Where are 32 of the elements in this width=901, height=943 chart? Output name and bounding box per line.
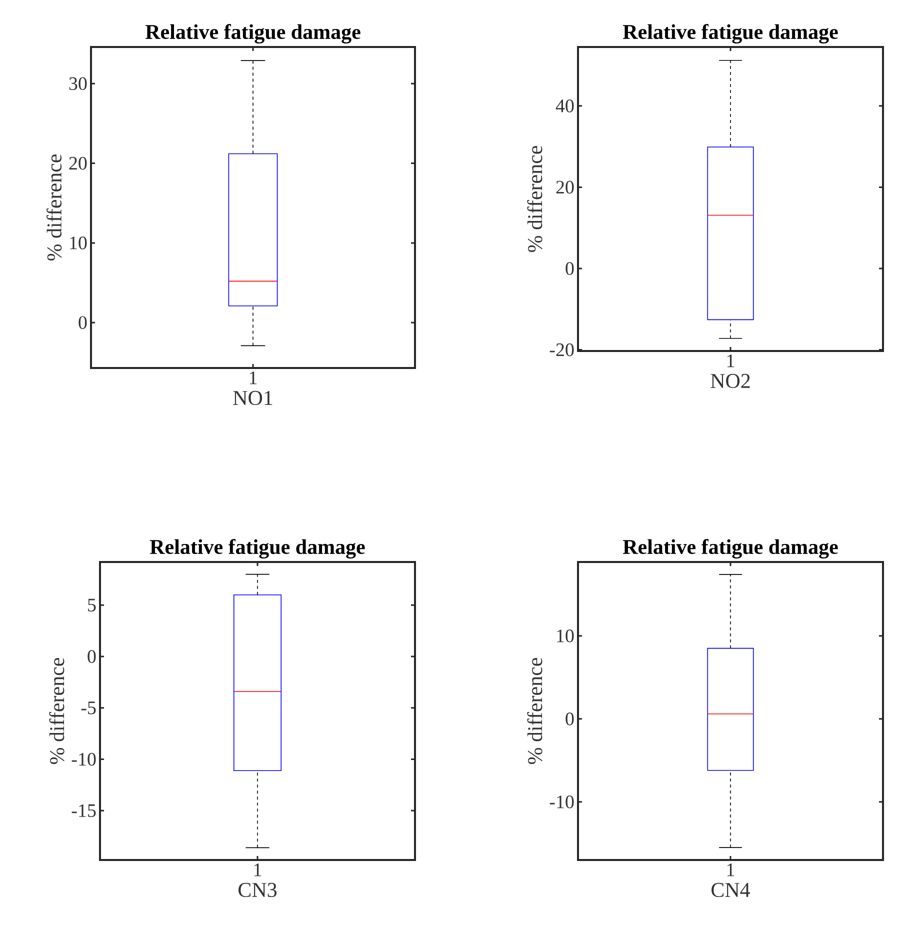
y-axis-title: % difference: [49, 658, 64, 764]
chart-title: Relative fatigue damage: [622, 539, 838, 558]
y-tick-label: 10: [557, 629, 574, 642]
chart-title: Relative fatigue damage: [150, 539, 365, 558]
x-tick-label: 1: [254, 864, 262, 876]
x-tick-label: 1: [727, 354, 734, 368]
x-axis-title: NO2: [710, 374, 750, 388]
x-tick-label: 1: [727, 864, 734, 876]
y-tick-label: 10: [70, 236, 87, 250]
y-tick-label: 0: [88, 650, 96, 663]
y-axis-title: % difference: [527, 658, 542, 764]
y-tick-label: 0: [566, 262, 574, 275]
y-tick-label: -15: [72, 804, 96, 818]
y-tick-label: 40: [556, 100, 574, 112]
x-tick-label: 1: [250, 372, 257, 384]
y-tick-label: -20: [550, 343, 574, 356]
y-tick-label: -10: [72, 752, 96, 766]
y-tick-label: 20: [556, 180, 574, 194]
y-tick-label: 30: [69, 77, 87, 90]
y-tick-label: 20: [69, 156, 87, 170]
y-tick-label: -5: [81, 702, 96, 714]
y-tick-label: 0: [566, 712, 574, 726]
y-axis-title: % difference: [527, 146, 542, 252]
chart-title: Relative fatigue damage: [145, 24, 360, 44]
x-axis-title: NO1: [233, 390, 272, 406]
chart-title: Relative fatigue damage: [622, 24, 838, 44]
x-axis-title: CN4: [712, 882, 750, 898]
y-tick-label: 5: [88, 598, 96, 612]
y-axis-title: % difference: [46, 154, 62, 261]
y-tick-label: 0: [78, 316, 87, 330]
y-tick-label: -10: [550, 795, 574, 808]
x-axis-title: CN3: [238, 882, 277, 898]
